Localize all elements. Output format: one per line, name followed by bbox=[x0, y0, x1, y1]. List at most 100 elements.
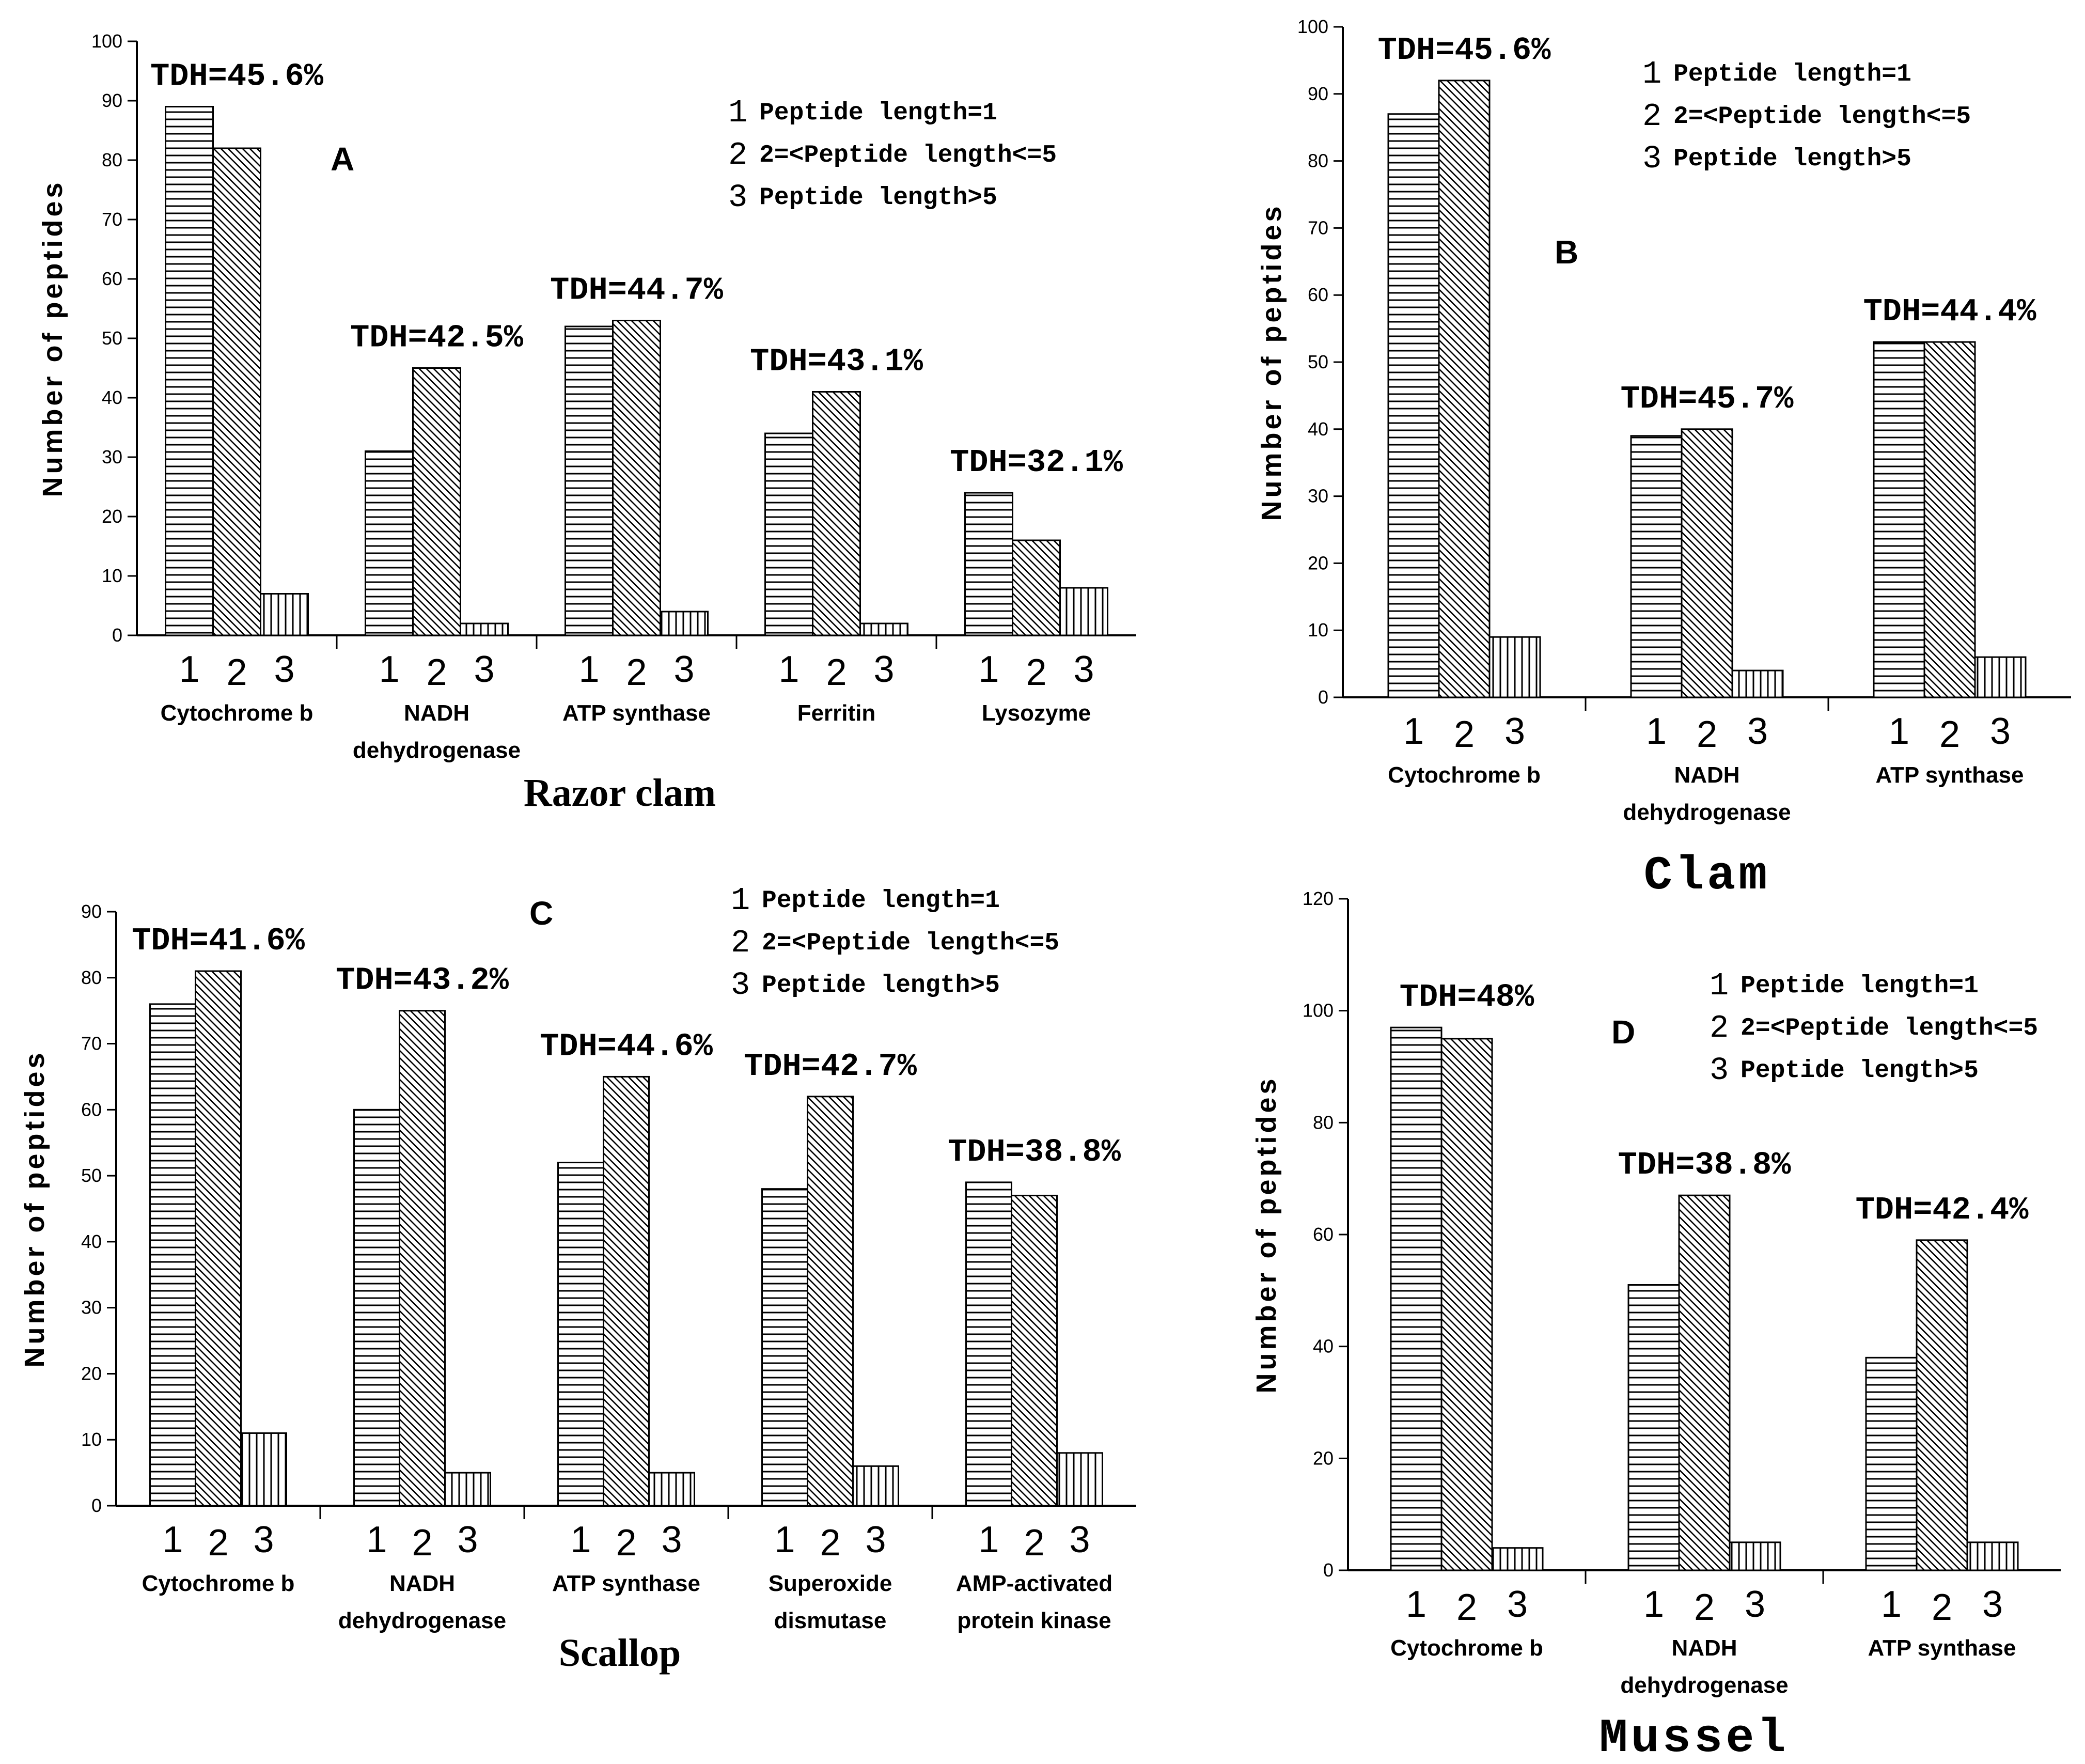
y-tick-label: 0 bbox=[112, 625, 122, 646]
bar-number-label: 2 bbox=[1939, 714, 1960, 755]
bar-number-label: 1 bbox=[978, 1519, 999, 1560]
y-tick-label: 20 bbox=[102, 506, 122, 527]
bar-series-3 bbox=[240, 1432, 287, 1507]
bar-series-2 bbox=[812, 391, 861, 636]
y-tick-label: 0 bbox=[1318, 686, 1328, 708]
category-label: ATP synthase bbox=[552, 1571, 700, 1596]
panel-letter: B bbox=[1555, 233, 1578, 271]
panel-b: 0 10 20 30 40 50 60 70 80 90 100 Number of peptides… bbox=[1256, 16, 2071, 903]
y-tick-label: 60 bbox=[81, 1099, 102, 1120]
bar-number-label: 3 bbox=[274, 649, 294, 690]
bar-number-label: 1 bbox=[162, 1519, 183, 1560]
bar-number-label: 3 bbox=[457, 1519, 478, 1560]
bar-number-label: 1 bbox=[578, 649, 599, 690]
panel-a: 0 10 20 30 40 50 60 70 80 90 100 Number of peptides… bbox=[37, 30, 1136, 815]
tdh-annotation: TDH=45.6% bbox=[1378, 32, 1551, 69]
bar-series-1 bbox=[1387, 113, 1440, 698]
category-label: NADH bbox=[389, 1571, 455, 1596]
category-label: Cytochrome b bbox=[142, 1571, 295, 1596]
bar-series-3 bbox=[1056, 1452, 1103, 1507]
bar-number-label: 3 bbox=[253, 1519, 274, 1560]
bar-series-3 bbox=[648, 1472, 695, 1507]
bar-group-2: 1 2 3 NADH dehydrogenase TDH=45.7% bbox=[1585, 381, 1794, 825]
y-tick-label: 10 bbox=[102, 565, 122, 586]
bar-series-1 bbox=[964, 492, 1013, 636]
legend-text: Peptide length>5 bbox=[1673, 145, 1911, 173]
y-tick-label: 80 bbox=[102, 149, 122, 170]
tdh-annotation: TDH=48% bbox=[1400, 979, 1534, 1016]
bar-series-1 bbox=[353, 1109, 400, 1507]
bar-number-label: 1 bbox=[978, 649, 999, 690]
bar-number-label: 3 bbox=[661, 1519, 682, 1560]
legend-number: 1 bbox=[731, 882, 750, 919]
y-tick-label: 50 bbox=[102, 327, 122, 349]
legend: 1 Peptide length=1 2 2=<Peptide length<=5 3 P… bbox=[731, 882, 1059, 1004]
bar-series-1 bbox=[965, 1181, 1012, 1507]
y-tick-label: 70 bbox=[102, 209, 122, 230]
tdh-annotation: TDH=42.5% bbox=[350, 320, 524, 356]
tdh-annotation: TDH=42.4% bbox=[1856, 1192, 2029, 1228]
bar-group-5: 1 2 3 AMP-activated protein kinase TDH=38.8% bbox=[931, 1134, 1121, 1633]
y-tick-label: 20 bbox=[1313, 1447, 1334, 1469]
tdh-annotation: TDH=43.1% bbox=[750, 344, 923, 380]
category-label: Cytochrome b bbox=[161, 700, 313, 726]
legend-number: 2 bbox=[731, 925, 750, 961]
y-tick-label: 30 bbox=[102, 446, 122, 467]
bar-series-3 bbox=[859, 622, 908, 636]
legend: 1 Peptide length=1 2 2=<Peptide length<=5 3 P… bbox=[728, 95, 1057, 216]
legend-text: 2=<Peptide length<=5 bbox=[1673, 103, 1971, 131]
bar-series-1 bbox=[1390, 1026, 1443, 1571]
legend-number: 3 bbox=[1710, 1052, 1729, 1089]
bar-series-1 bbox=[1627, 1284, 1680, 1571]
bar-series-3 bbox=[260, 593, 309, 636]
legend-text: 2=<Peptide length<=5 bbox=[762, 929, 1059, 957]
legend-text: 2=<Peptide length<=5 bbox=[759, 142, 1057, 169]
y-axis-label: Number of peptides bbox=[37, 179, 68, 497]
y-tick-label: 90 bbox=[81, 901, 102, 922]
category-label: Superoxide bbox=[769, 1571, 892, 1596]
bar-series-3 bbox=[1491, 1547, 1544, 1571]
bar-number-label: 2 bbox=[1024, 1522, 1044, 1564]
bar-number-label: 1 bbox=[366, 1519, 387, 1560]
bar-number-label: 1 bbox=[179, 649, 199, 690]
bar-number-label: 3 bbox=[1073, 649, 1094, 690]
bar-number-label: 3 bbox=[1069, 1519, 1090, 1560]
bar-series-1 bbox=[565, 325, 614, 636]
bar-series-1 bbox=[149, 1003, 196, 1507]
legend-text: 2=<Peptide length<=5 bbox=[1741, 1014, 2038, 1042]
bar-group-3: 1 2 3 ATP synthase TDH=42.4% bbox=[1822, 1192, 2029, 1661]
bar-number-label: 1 bbox=[1646, 711, 1667, 752]
category-label: ATP synthase bbox=[562, 700, 711, 726]
panel-letter: D bbox=[1611, 1013, 1635, 1051]
panel-letter: A bbox=[331, 141, 354, 178]
y-tick-label: 70 bbox=[1308, 217, 1328, 238]
legend-number: 1 bbox=[1710, 967, 1729, 1004]
y-tick-label: 10 bbox=[1308, 619, 1328, 641]
legend-text: Peptide length=1 bbox=[759, 99, 997, 127]
bar-group-1: 1 2 3 Cytochrome b TDH=45.6% bbox=[1378, 32, 1551, 788]
legend-text: Peptide length>5 bbox=[759, 184, 997, 212]
y-tick-label: 10 bbox=[81, 1429, 102, 1450]
tdh-annotation: TDH=44.7% bbox=[550, 272, 724, 309]
bar-number-label: 2 bbox=[226, 652, 247, 693]
tdh-annotation: TDH=32.1% bbox=[950, 444, 1123, 481]
bar-group-1: 1 2 3 Cytochrome b TDH=48% bbox=[1390, 979, 1544, 1661]
bar-group-4: 1 2 3 Ferritin TDH=43.1% bbox=[735, 344, 923, 726]
category-label: ATP synthase bbox=[1868, 1635, 2016, 1661]
category-label: dehydrogenase bbox=[1620, 1673, 1788, 1698]
bar-series-1 bbox=[1865, 1356, 1918, 1571]
bar-number-label: 1 bbox=[774, 1519, 795, 1560]
tdh-annotation: TDH=45.7% bbox=[1621, 381, 1794, 417]
bar-series-3 bbox=[1059, 587, 1108, 636]
bar-series-3 bbox=[852, 1465, 899, 1507]
y-tick-label: 60 bbox=[1313, 1224, 1334, 1245]
y-tick-label: 0 bbox=[91, 1495, 102, 1516]
tdh-annotation: TDH=43.2% bbox=[336, 962, 509, 999]
y-tick-label: 30 bbox=[81, 1297, 102, 1318]
bar-series-2 bbox=[1916, 1239, 1968, 1571]
bar-series-2 bbox=[399, 1010, 446, 1507]
